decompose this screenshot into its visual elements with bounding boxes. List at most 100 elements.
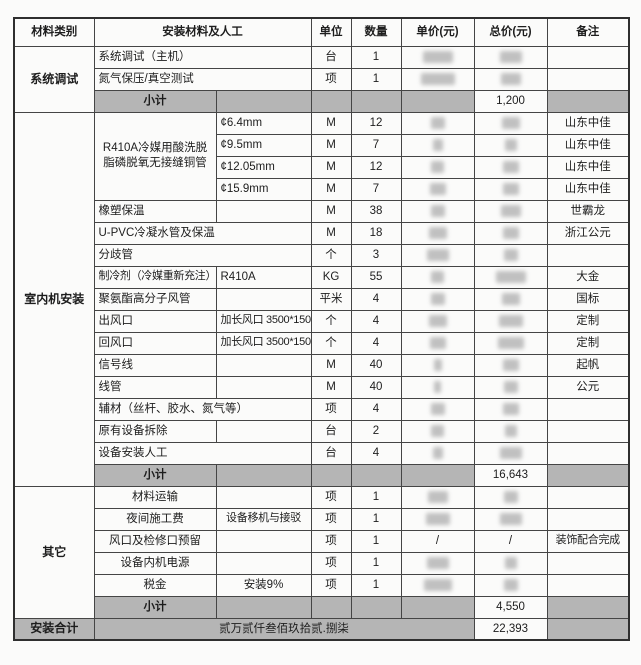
cell-unit: 个 (310, 309, 352, 333)
redaction-blur (425, 513, 450, 525)
header-qty: 数量 (350, 17, 402, 47)
redaction-blur (429, 337, 446, 349)
redaction-blur (432, 139, 443, 151)
cell-total-price-redacted (473, 551, 548, 575)
cell-remark (546, 397, 630, 421)
cell-item-name: 出风口 (93, 309, 217, 333)
cell-qty: 12 (350, 155, 402, 179)
cell-unit: M (310, 177, 352, 201)
quotation-table: 材料类别 安装材料及人工 单位 数量 单价(元) 总价(元) 备注 系统调试 系… (13, 17, 630, 641)
table-row: 聚氨酯高分子风管 平米 4 国标 (14, 287, 630, 311)
cell-item-name: 材料运输 (93, 485, 217, 509)
table-row: 其它 材料运输 项 1 (13, 485, 630, 619)
cell-unit: M (310, 133, 352, 157)
cell-unit: 平米 (310, 287, 352, 311)
cell-qty: 2 (350, 419, 402, 443)
cell-qty: 18 (350, 221, 402, 245)
cell-item-name: 设备内机电源 (93, 551, 217, 575)
subtotal-spacer (400, 89, 475, 113)
table-row: 原有设备拆除 台 2 (14, 419, 630, 443)
redaction-blur (498, 315, 523, 327)
table-row: 夜间施工费 设备移机与接驳 项 1 (14, 507, 630, 531)
redaction-blur (502, 183, 519, 195)
table-row: 税金 安装9% 项 1 (14, 573, 630, 597)
header-total-price: 总价(元) (473, 17, 548, 47)
subtotal-spacer (215, 463, 312, 487)
cell-qty: 4 (350, 309, 402, 333)
cell-spec (215, 485, 312, 509)
redaction-blur (431, 271, 444, 283)
table-row: ¢9.5mm M 7 山东中佳 (14, 133, 630, 157)
cell-qty: 1 (350, 67, 402, 91)
cell-qty: 4 (350, 397, 402, 421)
cell-spec: R410A (215, 265, 312, 289)
subtotal-spacer (350, 89, 402, 113)
cell-unit-price-redacted (400, 45, 475, 69)
cell-qty: 38 (350, 199, 402, 223)
cell-unit: 项 (310, 397, 352, 421)
subtotal-spacer (310, 463, 352, 487)
cell-unit: M (310, 221, 352, 245)
subtotal-value: 4,550 (473, 595, 548, 619)
cell-spec (215, 551, 312, 575)
redaction-blur (430, 205, 445, 217)
header-category: 材料类别 (13, 17, 95, 47)
cell-total-price-redacted (473, 45, 548, 69)
subtotal-row: 小计 16,643 (14, 463, 630, 487)
category-cell: 系统调试 (13, 45, 95, 113)
table-row: 系统调试 系统调试（主机） 台 1 (13, 45, 630, 113)
subtotal-spacer (546, 89, 630, 113)
grand-total-amount-in-words: 贰万贰仟叁佰玖拾贰.捌柒 (93, 617, 475, 641)
cell-qty: 55 (350, 265, 402, 289)
cell-unit-price-redacted (400, 309, 475, 333)
cell-unit: 项 (310, 507, 352, 531)
cell-item-name: 原有设备拆除 (93, 419, 217, 443)
cell-qty: 4 (350, 287, 402, 311)
cell-item-name: 系统调试（主机） (93, 45, 312, 69)
cell-qty: 1 (350, 573, 402, 597)
cell-qty: 1 (350, 551, 402, 575)
redaction-blur (500, 73, 521, 85)
cell-total-price-redacted (473, 507, 548, 531)
cell-unit: M (310, 155, 352, 179)
cell-unit: 台 (310, 45, 352, 69)
subtotal-spacer (350, 463, 402, 487)
cell-remark: 定制 (546, 331, 630, 355)
cell-unit: 个 (310, 331, 352, 355)
cell-remark (546, 573, 630, 597)
cell-total-price-redacted (473, 485, 548, 509)
cell-unit: M (310, 353, 352, 377)
header-unit: 单位 (310, 17, 352, 47)
cell-remark: 起帆 (546, 353, 630, 377)
cell-total-price-redacted (473, 199, 548, 223)
cell-total-price-redacted (473, 375, 548, 399)
table-row: 橡塑保温 M 38 世霸龙 (14, 199, 630, 223)
cell-unit-price-redacted (400, 507, 475, 531)
redaction-blur (497, 337, 524, 349)
cell-qty: 12 (350, 111, 402, 135)
cell-unit-price-redacted (400, 265, 475, 289)
cell-unit-price-redacted (400, 133, 475, 157)
cell-total-price-redacted (473, 397, 548, 421)
cell-unit-price-redacted (400, 573, 475, 597)
grand-total-value: 22,393 (473, 617, 548, 641)
cell-qty: 7 (350, 133, 402, 157)
cell-remark: 定制 (546, 309, 630, 333)
cell-spec: 设备移机与接驳 (215, 507, 312, 531)
subtotal-spacer (215, 595, 312, 619)
redaction-blur (499, 513, 522, 525)
redaction-blur (422, 51, 453, 63)
subtotal-spacer (310, 89, 352, 113)
cell-unit-price-redacted (400, 441, 475, 465)
cell-unit: M (310, 199, 352, 223)
redaction-blur (503, 579, 518, 591)
redaction-blur (500, 205, 521, 217)
cell-unit-price-redacted (400, 485, 475, 509)
redaction-blur (503, 491, 518, 503)
redaction-blur (503, 249, 518, 261)
category-cell: 其它 (13, 485, 95, 619)
subtotal-value: 1,200 (473, 89, 548, 113)
redaction-blur (434, 381, 441, 393)
redaction-blur (504, 425, 517, 437)
